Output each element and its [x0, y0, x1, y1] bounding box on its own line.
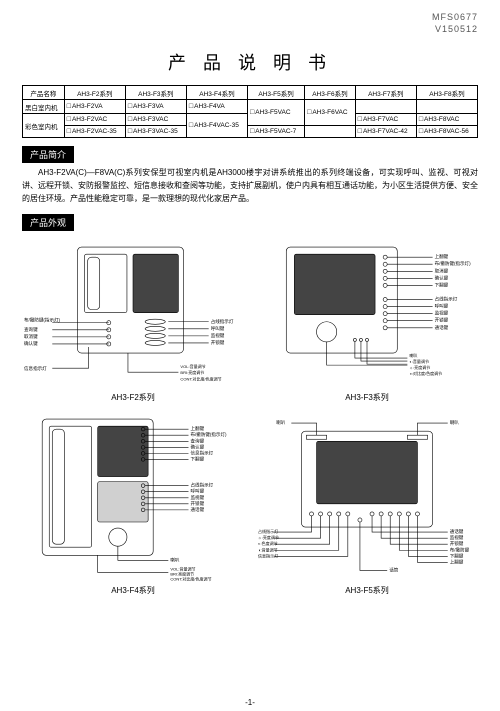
svg-text:☼:亮度调节: ☼:亮度调节 — [409, 364, 430, 370]
svg-text:开锁键: 开锁键 — [211, 339, 225, 346]
svg-text:通话键: 通话键 — [191, 506, 205, 513]
svg-text:确认键: 确认键 — [435, 274, 449, 281]
th-f3: AH3-F3系列 — [125, 86, 186, 100]
svg-text:取消键: 取消键 — [24, 333, 38, 340]
svg-text:☼:亮度调节: ☼:亮度调节 — [258, 534, 279, 540]
cell — [355, 100, 416, 114]
intro-text: AH3-F2VA(C)—F8VA(C)系列安保型可视室内机是AH3000楼宇对讲… — [22, 167, 478, 205]
svg-text:下翻键: 下翻键 — [435, 281, 449, 288]
svg-text:信息指示灯: 信息指示灯 — [191, 450, 214, 457]
svg-text:上翻键: 上翻键 — [435, 253, 449, 260]
models-table: 产品名称 AH3-F2系列 AH3-F3系列 AH3-F4系列 AH3-F5系列… — [22, 85, 478, 138]
row-color-label: 彩色室内机 — [23, 114, 65, 138]
section-intro-header: 产品简介 — [22, 146, 74, 163]
cell: AH3-F3VA — [125, 100, 186, 114]
doc-id-1: MFS0677 — [22, 12, 478, 24]
diagrams-grid: 布/撤防键(指示灯) 查询键 取消键 确认键 信息指示灯 占线指示灯 呼叫键 监… — [22, 239, 478, 596]
svg-text:通话键: 通话键 — [450, 528, 464, 535]
svg-text:占线指示灯: 占线指示灯 — [258, 528, 278, 534]
th-f8: AH3-F8系列 — [416, 86, 477, 100]
row-bw-label: 黑白室内机 — [23, 100, 65, 114]
svg-text:VOL:音量调节: VOL:音量调节 — [180, 363, 205, 369]
diagram-f2: 布/撤防键(指示灯) 查询键 取消键 确认键 信息指示灯 占线指示灯 呼叫键 监… — [22, 239, 244, 403]
diagram-f3: 上翻键 布/撤防键(指示灯) 取消键 确认键 下翻键 占线指示灯 呼叫键 监视键… — [256, 239, 478, 403]
th-f7: AH3-F7系列 — [355, 86, 416, 100]
svg-text:上翻键: 上翻键 — [450, 558, 464, 565]
svg-text:信息指示灯: 信息指示灯 — [24, 365, 47, 372]
th-f4: AH3-F4系列 — [186, 86, 247, 100]
svg-text:CONT:对比度/色度调节: CONT:对比度/色度调节 — [180, 375, 221, 381]
svg-text:占线指示灯: 占线指示灯 — [191, 482, 214, 489]
svg-text:布/撤防键: 布/撤防键 — [450, 546, 470, 553]
cell: AH3-F4VAC-35 — [186, 114, 247, 138]
svg-text:◑:对比度/色度调节: ◑:对比度/色度调节 — [409, 370, 442, 376]
svg-text:布/撤防键(指示灯): 布/撤防键(指示灯) — [191, 431, 227, 438]
cell: AH3-F8VAC — [416, 114, 477, 126]
svg-text:开锁键: 开锁键 — [450, 540, 464, 547]
svg-text:查询键: 查询键 — [191, 437, 205, 444]
cell: AH3-F5VAC — [248, 100, 305, 126]
cell: AH3-F4VA — [186, 100, 247, 114]
svg-text:上翻键: 上翻键 — [191, 425, 205, 432]
svg-text:CONT:对比度/色度调节: CONT:对比度/色度调节 — [170, 576, 211, 582]
svg-text:取消键: 取消键 — [435, 267, 449, 274]
doc-id-2: V150512 — [22, 24, 478, 36]
svg-text:占线指示灯: 占线指示灯 — [435, 295, 458, 302]
th-f6: AH3-F6系列 — [305, 86, 356, 100]
cell: AH3-F5VAC-7 — [248, 126, 305, 138]
svg-text:监视键: 监视键 — [211, 332, 225, 339]
svg-text:信息指示灯: 信息指示灯 — [258, 552, 278, 558]
svg-text:呼叫键: 呼叫键 — [191, 488, 205, 495]
svg-text:布/撤防键(指示灯): 布/撤防键(指示灯) — [24, 317, 60, 324]
svg-text:通话键: 通话键 — [435, 324, 449, 331]
th-name: 产品名称 — [23, 86, 65, 100]
svg-text:BRI:亮度调节: BRI:亮度调节 — [180, 369, 204, 375]
svg-text:监视键: 监视键 — [191, 494, 205, 501]
cell — [305, 126, 356, 138]
svg-text:确认键: 确认键 — [24, 340, 38, 347]
cell: AH3-F7VAC — [355, 114, 416, 126]
svg-text:喇叭: 喇叭 — [409, 352, 417, 358]
svg-text:下翻键: 下翻键 — [450, 552, 464, 559]
svg-text:开锁键: 开锁键 — [191, 500, 205, 507]
caption-f3: AH3-F3系列 — [256, 392, 478, 403]
cell: AH3-F3VAC — [125, 114, 186, 126]
cell: AH3-F3VAC-35 — [125, 126, 186, 138]
svg-text:喇叭: 喇叭 — [276, 419, 286, 426]
section-appearance-header: 产品外观 — [22, 214, 74, 231]
svg-text:◐:音量调节: ◐:音量调节 — [409, 358, 429, 364]
svg-text:监视键: 监视键 — [435, 309, 449, 316]
svg-text:监视键: 监视键 — [450, 534, 464, 541]
svg-text:话筒: 话筒 — [389, 567, 399, 574]
svg-text:◑:音量调节: ◑:音量调节 — [258, 546, 278, 552]
svg-text:喇叭: 喇叭 — [170, 556, 180, 563]
cell: AH3-F7VAC-42 — [355, 126, 416, 138]
cell: AH3-F8VAC-56 — [416, 126, 477, 138]
diagram-f4: 上翻键 布/撤防键(指示灯) 查询键 确认键 信息指示灯 下翻键 占线指示灯 呼… — [22, 411, 244, 596]
svg-text:◐:色度调节: ◐:色度调节 — [258, 540, 278, 546]
svg-text:开锁键: 开锁键 — [435, 317, 449, 324]
cell — [416, 100, 477, 114]
th-f2: AH3-F2系列 — [64, 86, 125, 100]
cell: AH3-F2VA — [64, 100, 125, 114]
caption-f5: AH3-F5系列 — [256, 585, 478, 596]
cell: AH3-F2VAC-35 — [64, 126, 125, 138]
page-number: -1- — [0, 698, 500, 707]
cell: AH3-F6VAC — [305, 100, 356, 126]
cell: AH3-F2VAC — [64, 114, 125, 126]
svg-text:确认键: 确认键 — [191, 443, 205, 450]
th-f5: AH3-F5系列 — [248, 86, 305, 100]
diagram-f5: 喇叭 喇叭 占线指示灯 ☼:亮度调节 ◐:色度调节 ◑:音量调节 信息指示灯 通… — [256, 411, 478, 596]
svg-text:下翻键: 下翻键 — [191, 456, 205, 463]
svg-text:布/撤防键(指示灯): 布/撤防键(指示灯) — [435, 260, 471, 267]
caption-f2: AH3-F2系列 — [22, 392, 244, 403]
svg-text:占线指示灯: 占线指示灯 — [211, 318, 234, 325]
svg-text:呼叫键: 呼叫键 — [211, 325, 225, 332]
svg-text:喇叭: 喇叭 — [450, 419, 460, 426]
svg-text:呼叫键: 呼叫键 — [435, 302, 449, 309]
svg-text:查询键: 查询键 — [24, 326, 38, 333]
page-title: 产 品 说 明 书 — [22, 49, 478, 75]
caption-f4: AH3-F4系列 — [22, 585, 244, 596]
